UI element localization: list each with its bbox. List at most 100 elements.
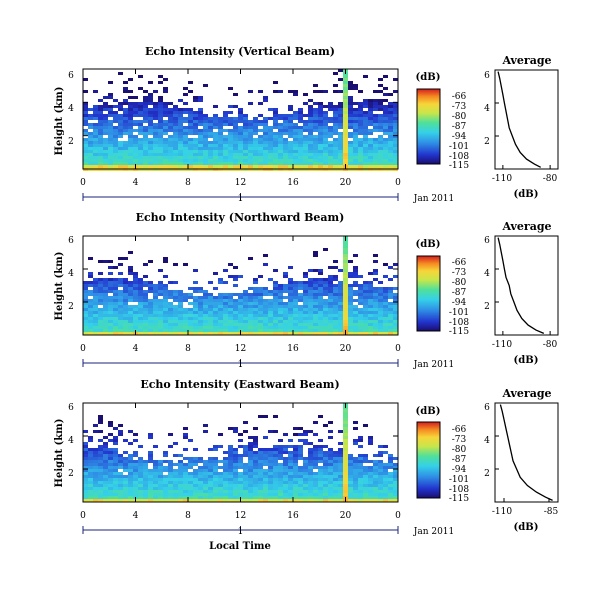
heatmap-cell	[158, 123, 163, 126]
heatmap-cell	[88, 496, 93, 499]
heatmap-cell	[273, 454, 278, 457]
heatmap-cell	[208, 132, 213, 135]
heatmap-cell	[238, 293, 243, 296]
heatmap-cell	[353, 254, 358, 257]
heatmap-cell	[373, 114, 378, 117]
heatmap-cell	[163, 105, 168, 108]
heatmap-cell	[118, 472, 123, 475]
heatmap-cell	[323, 150, 328, 153]
heatmap-cell	[88, 257, 93, 260]
heatmap-cell	[228, 493, 233, 496]
heatmap-cell	[193, 153, 198, 156]
x-tick-label: 12	[235, 511, 246, 521]
heatmap-cell	[273, 302, 278, 305]
heatmap-cell	[98, 132, 103, 135]
heatmap-cell	[108, 329, 113, 332]
heatmap-cell	[253, 317, 258, 320]
heatmap-cell	[238, 472, 243, 475]
heatmap-cell	[243, 293, 248, 296]
heatmap-cell	[178, 117, 183, 120]
heatmap-cell	[123, 141, 128, 144]
heatmap-cell	[348, 475, 353, 478]
heatmap-cell	[108, 278, 113, 281]
heatmap-cell	[328, 132, 333, 135]
heatmap-cell	[388, 484, 393, 487]
heatmap-cell	[173, 487, 178, 490]
heatmap-cell	[113, 305, 118, 308]
heatmap-cell	[343, 475, 348, 478]
heatmap-cell	[273, 117, 278, 120]
heatmap-cell	[293, 320, 298, 323]
heatmap-cell	[383, 320, 388, 323]
heatmap-cell	[128, 150, 133, 153]
heatmap-cell	[353, 108, 358, 111]
heatmap-cell	[183, 293, 188, 296]
heatmap-cell	[233, 487, 238, 490]
heatmap-cell	[198, 144, 203, 147]
heatmap-cell	[338, 114, 343, 117]
heatmap-cell	[168, 162, 173, 165]
heatmap-cell	[88, 159, 93, 162]
heatmap-cell	[333, 111, 338, 114]
heatmap-cell	[158, 96, 163, 99]
heatmap-cell	[223, 484, 228, 487]
heatmap-cell	[168, 314, 173, 317]
heatmap-cell	[148, 475, 153, 478]
heatmap-cell	[223, 308, 228, 311]
heatmap-cell	[108, 281, 113, 284]
heatmap-cell	[183, 153, 188, 156]
heatmap-cell	[268, 159, 273, 162]
heatmap-cell	[258, 454, 263, 457]
heatmap-cell	[233, 314, 238, 317]
heatmap-cell	[378, 463, 383, 466]
heatmap-cell	[143, 159, 148, 162]
heatmap-cell	[173, 481, 178, 484]
heatmap-cell	[173, 111, 178, 114]
heatmap-cell	[373, 269, 378, 272]
heatmap-cell	[93, 108, 98, 111]
colorbar-tick: -87	[452, 455, 467, 465]
heatmap-cell	[188, 490, 193, 493]
heatmap-cell	[313, 305, 318, 308]
heatmap-cell	[238, 487, 243, 490]
heatmap-cell	[213, 320, 218, 323]
heatmap-cell	[198, 323, 203, 326]
heatmap-cell	[248, 469, 253, 472]
heatmap-cell	[198, 460, 203, 463]
heatmap-cell	[173, 329, 178, 332]
heatmap-cell	[283, 165, 288, 168]
heatmap-cell	[343, 272, 348, 275]
heatmap-cell	[353, 284, 358, 287]
heatmap-cell	[308, 284, 313, 287]
heatmap-cell	[218, 472, 223, 475]
heatmap-cell	[383, 126, 388, 129]
heatmap-cell	[348, 481, 353, 484]
heatmap-cell	[113, 284, 118, 287]
heatmap-cell	[93, 317, 98, 320]
heatmap-cell	[93, 141, 98, 144]
heatmap-cell	[143, 320, 148, 323]
heatmap-cell	[258, 102, 263, 105]
heatmap-cell	[203, 469, 208, 472]
heatmap-cell	[138, 159, 143, 162]
heatmap-cell	[148, 150, 153, 153]
heatmap-cell	[378, 481, 383, 484]
heatmap-cell	[268, 126, 273, 129]
heatmap-cell	[333, 490, 338, 493]
heatmap-cell	[163, 302, 168, 305]
heatmap-cell	[83, 448, 88, 451]
heatmap-cell	[193, 496, 198, 499]
heatmap-cell	[138, 481, 143, 484]
heatmap-cell	[368, 493, 373, 496]
heatmap-cell	[388, 135, 393, 138]
heatmap-cell	[253, 469, 258, 472]
heatmap-cell	[203, 430, 208, 433]
heatmap-cell	[303, 320, 308, 323]
heatmap-cell	[163, 102, 168, 105]
heatmap-cell	[213, 117, 218, 120]
heatmap-cell	[133, 472, 138, 475]
heatmap-cell	[318, 126, 323, 129]
average-title: Average	[501, 387, 551, 400]
heatmap-cell	[313, 126, 318, 129]
heatmap-cell	[283, 457, 288, 460]
